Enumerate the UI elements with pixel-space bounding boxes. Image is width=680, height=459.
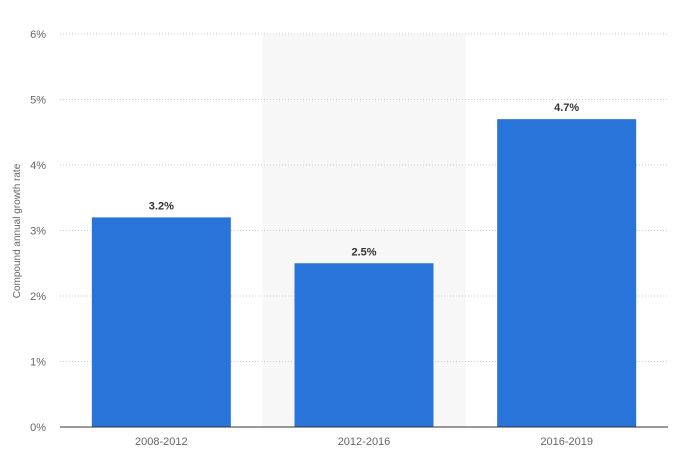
y-tick-label: 3% bbox=[30, 226, 46, 238]
data-label: 3.2% bbox=[149, 200, 174, 212]
y-tick-label: 0% bbox=[30, 422, 46, 434]
y-tick-label: 4% bbox=[30, 160, 46, 172]
x-tick-label: 2008-2012 bbox=[135, 436, 188, 448]
data-label: 4.7% bbox=[554, 102, 579, 114]
bar bbox=[497, 119, 637, 428]
y-tick-label: 5% bbox=[30, 95, 46, 107]
bar bbox=[91, 217, 231, 427]
y-tick-label: 2% bbox=[30, 291, 46, 303]
y-tick-label: 1% bbox=[30, 357, 46, 369]
labels: 0% 1% 2% 3% 4% 5% 6% 3.2% 2008-2012 2.5% 2012-2016… bbox=[30, 29, 593, 448]
y-axis-title: Compound annual growth rate bbox=[12, 163, 23, 298]
y-tick-label: 6% bbox=[30, 29, 46, 41]
x-tick-label: 2016-2019 bbox=[540, 436, 593, 448]
bar bbox=[294, 263, 434, 427]
data-label: 2.5% bbox=[351, 246, 376, 258]
x-tick-label: 2012-2016 bbox=[338, 436, 391, 448]
bars bbox=[91, 119, 637, 428]
